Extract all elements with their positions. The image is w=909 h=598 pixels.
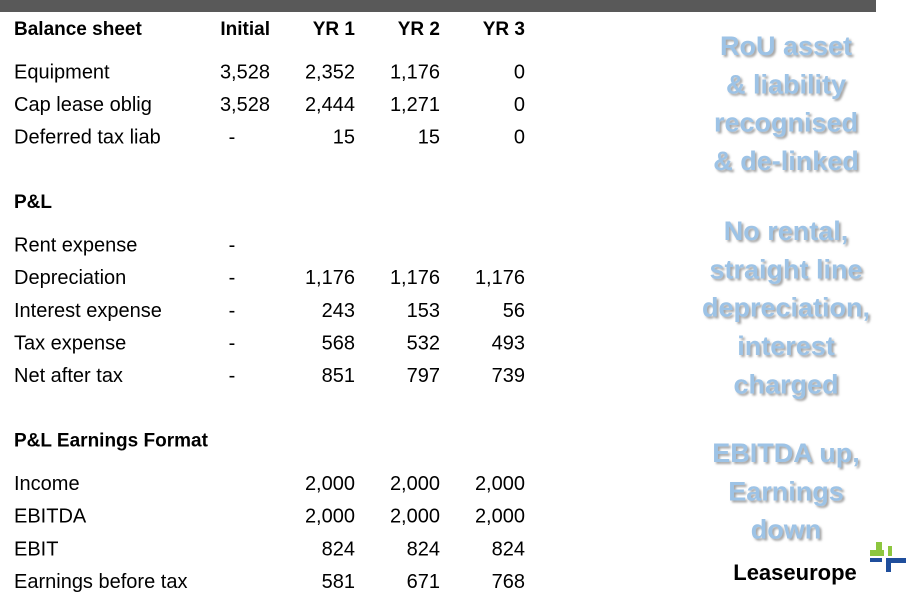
header-value: Initial [220, 19, 270, 40]
note-line: Earnings [728, 476, 844, 506]
row-label: Cap lease oblig [14, 94, 152, 116]
row-value: 0 [514, 61, 525, 83]
row-value: - [229, 267, 236, 289]
note-line: No rental, [724, 216, 849, 246]
row-label: Deferred tax liab [14, 127, 161, 149]
row-value: 0 [514, 94, 525, 116]
row-label: EBITDA [14, 506, 87, 528]
row-value: 1,176 [305, 267, 355, 289]
row-value: 153 [407, 300, 440, 322]
logo-text: Leaseurope [733, 560, 857, 585]
row-label: Earnings before tax [14, 571, 187, 593]
row-value: 56 [503, 300, 525, 322]
row-label: Equipment [14, 61, 110, 83]
row-value: 3,528 [220, 94, 270, 116]
note-line: recognised [714, 108, 858, 138]
row-value: 2,444 [305, 94, 355, 116]
row-label: Rent expense [14, 234, 137, 256]
row-value: - [229, 127, 236, 149]
row-value: 15 [333, 127, 355, 149]
note-line: interest [737, 331, 835, 361]
section-title: P&L [14, 192, 52, 213]
row-value: 824 [407, 538, 440, 560]
row-value: 1,271 [390, 94, 440, 116]
row-label: EBIT [14, 538, 58, 560]
row-value: 2,000 [475, 506, 525, 528]
note-line: & de-linked [713, 146, 859, 176]
header-value: YR 1 [313, 19, 356, 40]
header-value: YR 3 [483, 19, 525, 40]
note-line: RoU asset [720, 31, 852, 61]
row-value: - [229, 332, 236, 354]
top-bar [0, 0, 876, 12]
row-value: 2,000 [475, 473, 525, 495]
row-value: 1,176 [390, 61, 440, 83]
row-value: 824 [322, 538, 355, 560]
row-value: - [229, 234, 236, 256]
row-value: 568 [322, 332, 355, 354]
row-label: Depreciation [14, 267, 126, 289]
row-value: 581 [322, 571, 355, 593]
header-label: Balance sheet [14, 19, 142, 40]
row-value: 824 [492, 538, 525, 560]
row-value: 851 [322, 365, 355, 387]
row-label: Net after tax [14, 365, 123, 387]
row-value: 768 [492, 571, 525, 593]
row-value: 2,000 [390, 473, 440, 495]
row-value: - [229, 300, 236, 322]
header-value: YR 2 [398, 19, 440, 40]
row-value: 739 [492, 365, 525, 387]
note-line: EBITDA up, [712, 438, 860, 468]
section-title: P&L Earnings Format [14, 431, 209, 452]
row-value: 243 [322, 300, 355, 322]
row-value: 493 [492, 332, 525, 354]
note-line: straight line [709, 254, 862, 284]
row-value: 0 [514, 127, 525, 149]
row-value: 797 [407, 365, 440, 387]
note-line: & liability [726, 69, 846, 99]
row-value: 1,176 [390, 267, 440, 289]
row-label: Tax expense [14, 332, 126, 354]
note-line: charged [733, 369, 838, 399]
row-label: Interest expense [14, 300, 162, 322]
row-value: - [229, 365, 236, 387]
row-value: 532 [407, 332, 440, 354]
row-value: 2,352 [305, 61, 355, 83]
note-line: depreciation, [702, 293, 870, 323]
row-value: 671 [407, 571, 440, 593]
logo-icon [870, 542, 906, 572]
row-value: 1,176 [475, 267, 525, 289]
row-value: 3,528 [220, 61, 270, 83]
note-line: down [751, 515, 821, 545]
row-value: 2,000 [390, 506, 440, 528]
row-label: Income [14, 473, 80, 495]
row-value: 2,000 [305, 506, 355, 528]
row-value: 15 [418, 127, 440, 149]
row-value: 2,000 [305, 473, 355, 495]
